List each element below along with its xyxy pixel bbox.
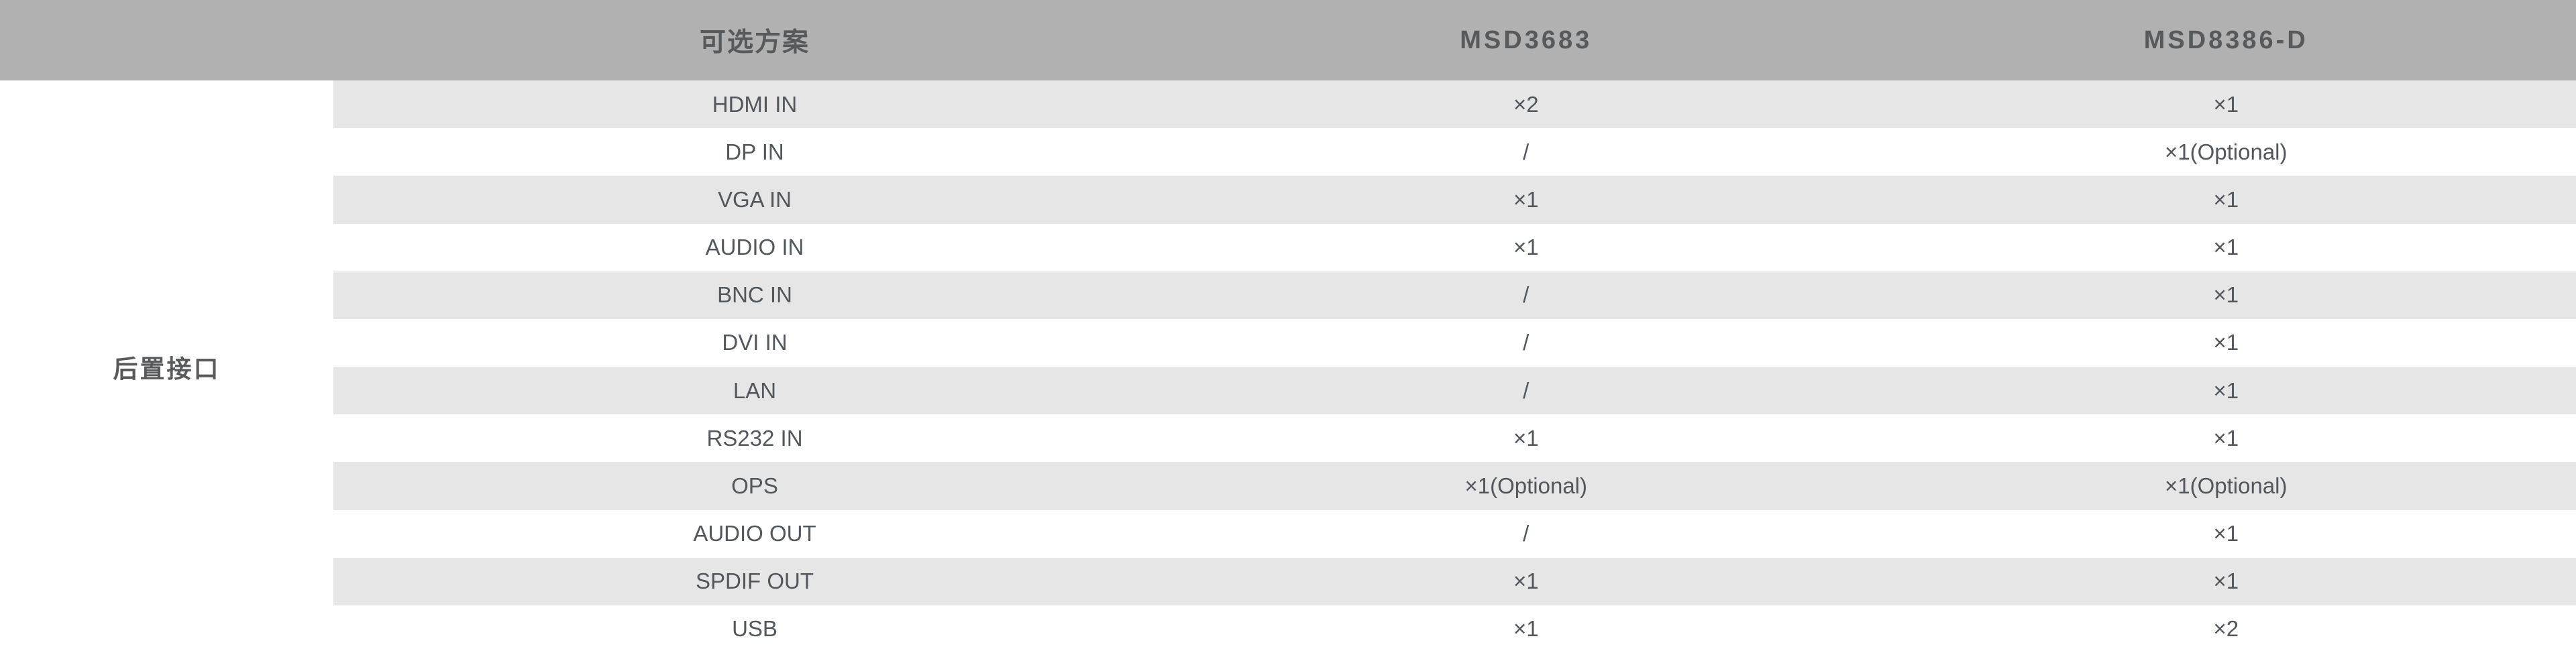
cell-msd3683: / [1523,521,1529,546]
cell-msd3683: ×1 [1513,616,1539,642]
cell-msd8386d: ×1 [2213,91,2239,117]
cell-msd3683: / [1523,377,1529,403]
row-label: RS232 IN [706,425,803,451]
table-body: 后置接口 HDMI IN ×2 ×1 DP IN / ×1(Optional) … [0,80,2576,653]
table-row: BNC IN / ×1 [333,271,2576,319]
cell-msd3683: ×1 [1513,569,1539,594]
row-label: AUDIO IN [705,235,804,260]
header-column-msd8386d: MSD8386-D [2143,25,2308,54]
table-row: VGA IN ×1 ×1 [333,176,2576,224]
cell-msd3683: / [1523,282,1529,308]
table-row: RS232 IN ×1 ×1 [333,414,2576,463]
table-row: USB ×1 ×2 [333,605,2576,653]
cell-msd8386d: ×1 [2213,521,2239,546]
table-rows: HDMI IN ×2 ×1 DP IN / ×1(Optional) VGA I… [333,80,2576,653]
cell-msd8386d: ×1 [2213,569,2239,594]
cell-msd3683: ×1 [1513,186,1539,212]
row-label: LAN [733,377,777,403]
table-row: OPS ×1(Optional) ×1(Optional) [333,462,2576,510]
cell-msd8386d: ×1(Optional) [2164,473,2288,498]
row-label: VGA IN [717,186,792,212]
table-row: HDMI IN ×2 ×1 [333,80,2576,129]
row-label: OPS [731,473,778,498]
cell-msd3683: / [1523,139,1529,164]
cell-msd8386d: ×1 [2213,235,2239,260]
cell-msd8386d: ×1 [2213,282,2239,308]
cell-msd8386d: ×1 [2213,425,2239,451]
row-label: DVI IN [722,330,788,355]
cell-msd3683: ×1(Optional) [1464,473,1587,498]
table-row: DP IN / ×1(Optional) [333,128,2576,176]
header-spec-label: 可选方案 [699,28,810,57]
row-label: HDMI IN [712,91,798,117]
table-row: AUDIO OUT / ×1 [333,510,2576,558]
table-row: DVI IN / ×1 [333,318,2576,367]
row-label: SPDIF OUT [695,569,814,594]
cell-msd3683: ×1 [1513,425,1539,451]
cell-msd3683: ×2 [1513,91,1539,117]
row-label: AUDIO OUT [693,521,816,546]
row-label: DP IN [725,139,784,164]
cell-msd8386d: ×1(Optional) [2164,139,2288,164]
table-header-row: 可选方案 MSD3683 MSD8386-D [0,0,2576,80]
cell-msd8386d: ×1 [2213,330,2239,355]
table-row: LAN / ×1 [333,367,2576,415]
row-label: USB [732,616,777,642]
row-group-label-rear-interfaces: 后置接口 [0,80,333,653]
row-label: BNC IN [717,282,792,308]
table-row: SPDIF OUT ×1 ×1 [333,557,2576,605]
cell-msd8386d: ×1 [2213,377,2239,403]
table-row: AUDIO IN ×1 ×1 [333,223,2576,272]
header-column-msd3683: MSD3683 [1460,25,1593,54]
cell-msd8386d: ×1 [2213,186,2239,212]
cell-msd8386d: ×2 [2213,616,2239,642]
cell-msd3683: / [1523,330,1529,355]
cell-msd3683: ×1 [1513,235,1539,260]
